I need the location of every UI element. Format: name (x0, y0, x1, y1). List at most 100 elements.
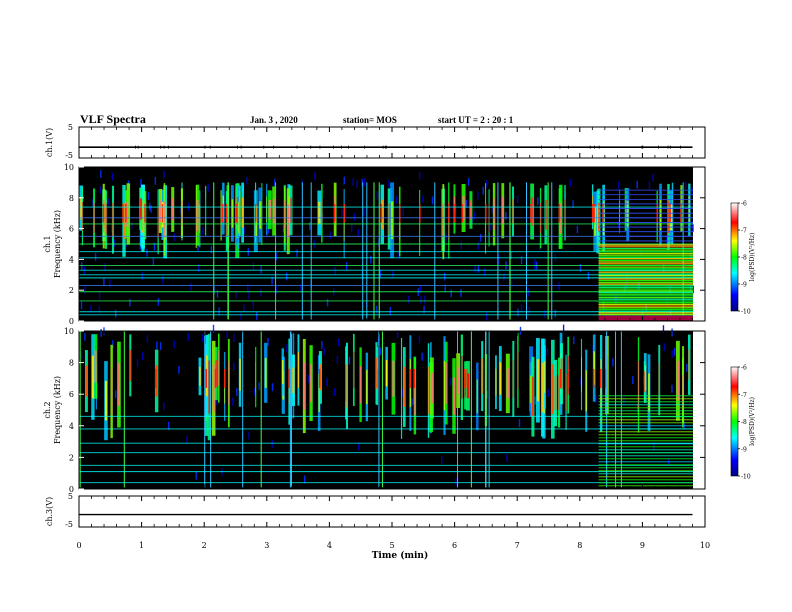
spectral-pixel (520, 304, 523, 313)
figure-title: VLF Spectra (80, 112, 146, 126)
spectral-pixel (402, 208, 405, 217)
spectral-pixel (665, 235, 668, 244)
intense-burst (154, 368, 157, 388)
spectral-pixel (236, 388, 238, 396)
spectral-pixel (361, 178, 363, 187)
y-tick-label: -5 (65, 520, 73, 529)
spectral-pixel (322, 213, 325, 221)
spectral-pixel (303, 475, 306, 484)
chorus-core (171, 198, 174, 221)
spectral-pixel (110, 224, 113, 232)
intense-burst (600, 368, 602, 388)
spectral-pixel (246, 176, 248, 185)
spectral-pixel (99, 186, 102, 194)
spectral-pixel (248, 291, 250, 300)
intense-burst (558, 203, 561, 223)
chorus-core (212, 364, 215, 413)
chorus-core (220, 202, 222, 228)
spectral-pixel (84, 332, 86, 341)
spectral-pixel (544, 310, 546, 318)
panel-frame (78, 495, 706, 528)
intense-burst (419, 203, 421, 223)
intense-burst (530, 203, 532, 223)
spectral-pixel (418, 171, 421, 180)
y-tick-label: 2 (69, 286, 74, 295)
chorus-core (85, 365, 88, 397)
spectral-pixel (173, 233, 175, 242)
chorus-core (346, 364, 348, 408)
colorbar-tick-label: -10 (741, 309, 751, 316)
y-tick-label: 5 (68, 492, 73, 501)
chorus-core (91, 355, 94, 399)
chorus-core (512, 199, 514, 225)
spectral-pixel (673, 347, 676, 356)
spectral-pixel (114, 390, 117, 399)
spectral-pixel (216, 397, 218, 406)
spectral-pixel (218, 307, 220, 316)
header-date: Jan. 3 , 2020 (250, 115, 298, 125)
chorus-core (658, 362, 660, 398)
spectral-pixel (100, 170, 102, 178)
spectral-pixel (653, 442, 655, 451)
spectral-pixel (510, 251, 513, 260)
spectral-pixel (285, 272, 288, 281)
colorbar-tick-label: -10 (741, 474, 751, 481)
spectral-pixel (482, 186, 484, 195)
chorus-core (255, 361, 257, 393)
low-band-strip (598, 315, 693, 321)
chorus-core (619, 200, 620, 223)
spectral-pixel (445, 233, 447, 242)
spectral-pixel (115, 309, 117, 318)
chorus-core (94, 350, 97, 383)
x-tick-label: 1 (139, 541, 144, 550)
spectral-pixel (455, 478, 457, 486)
intense-burst (461, 203, 464, 223)
spectral-pixel (258, 382, 260, 391)
y-tick-label: -5 (65, 151, 73, 160)
spectral-pixel (440, 456, 443, 465)
colorbar-label: log(PSD)(V²/Hz) (749, 233, 756, 282)
spectral-pixel (173, 340, 175, 349)
y-tick-label: 4 (69, 255, 74, 264)
spectral-pixel (136, 358, 139, 367)
intense-burst (448, 203, 450, 223)
spectral-pixel (108, 198, 110, 207)
spectral-pixel (233, 334, 235, 343)
spectral-pixel (465, 199, 468, 208)
chorus-core (289, 197, 292, 223)
spectral-pixel (477, 264, 480, 273)
intense-burst (222, 203, 224, 223)
spectral-pixel (587, 271, 590, 280)
chorus-core (670, 203, 673, 231)
y-axis-label: ch.1(V) (45, 128, 54, 157)
chorus-core (159, 200, 162, 223)
x-tick-label: 5 (389, 541, 394, 550)
chorus-core (282, 360, 284, 384)
intense-burst (453, 203, 455, 223)
chorus-core (428, 366, 429, 415)
intense-burst (225, 203, 228, 223)
colorbar-tick-label: -7 (741, 392, 747, 399)
spectral-pixel (632, 376, 634, 385)
spectral-pixel (353, 213, 356, 221)
spectral-pixel (235, 290, 237, 299)
spectral-pixel (163, 170, 165, 179)
spectral-pixel (602, 301, 605, 310)
intense-burst (484, 203, 487, 223)
spectral-pixel (252, 301, 254, 310)
chorus-core (366, 369, 368, 405)
spectral-pixel (314, 172, 316, 181)
spectral-pixel (361, 271, 363, 280)
y-axis-label: Frequency (kHz) (53, 376, 62, 444)
spectral-pixel (256, 312, 258, 320)
spectral-pixel (350, 224, 353, 232)
intense-burst (235, 203, 238, 223)
spectral-pixel (90, 305, 92, 313)
spectral-pixel (309, 222, 311, 230)
chorus-core (239, 358, 241, 391)
spectral-pixel (485, 312, 488, 321)
chorus-core (163, 201, 165, 238)
spectral-pixel (443, 272, 446, 281)
chorus-core (625, 198, 628, 221)
chorus-core (688, 196, 691, 223)
